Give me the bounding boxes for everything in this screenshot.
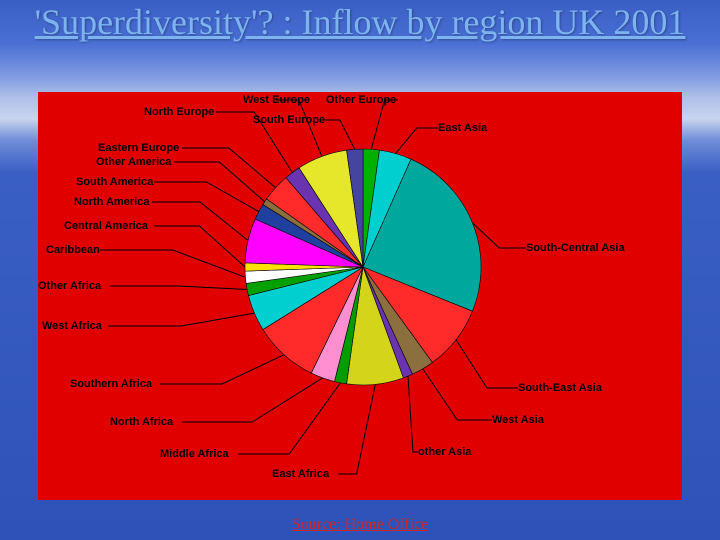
slice-label: Other America <box>96 156 171 168</box>
leader-line <box>110 286 247 290</box>
slice-label: Southern Africa <box>70 378 152 390</box>
leader-line <box>408 376 418 452</box>
leader-line <box>108 313 254 326</box>
slice-label: Eastern Europe <box>98 142 179 154</box>
slice-label: Middle Africa <box>160 448 229 460</box>
page-title: 'Superdiversity'? : Inflow by region UK … <box>0 0 720 43</box>
slice-label: East Asia <box>438 122 487 134</box>
leader-line <box>338 384 375 474</box>
source-text: Source: Home Office <box>0 516 720 534</box>
pie-svg <box>243 147 483 387</box>
slice-label: West Europe <box>243 94 310 106</box>
slice-label: West Africa <box>42 320 102 332</box>
slice-label: other Asia <box>418 446 471 458</box>
slice-label: South America <box>76 176 153 188</box>
slice-label: Other Africa <box>38 280 101 292</box>
leader-line <box>325 120 355 149</box>
slice-label: North America <box>74 196 149 208</box>
slice-label: Caribbean <box>46 244 100 256</box>
slice-label: Other Europe <box>326 94 396 106</box>
leader-line <box>371 100 398 149</box>
slice-label: South-Central Asia <box>526 242 625 254</box>
slice-label: North Africa <box>110 416 173 428</box>
slice-label: West Asia <box>492 414 544 426</box>
leader-line <box>238 383 340 454</box>
leader-line <box>154 226 245 267</box>
slice-label: Central America <box>64 220 148 232</box>
pie-chart: West Europe Other Europe North Europe South… <box>38 92 682 500</box>
slice-label: East Africa <box>272 468 329 480</box>
slice-label: North Europe <box>144 106 214 118</box>
leader-line <box>152 202 248 240</box>
slice-label: South-East Asia <box>518 382 602 394</box>
leader-line <box>100 250 245 277</box>
slice-label: South Europe <box>253 114 325 126</box>
